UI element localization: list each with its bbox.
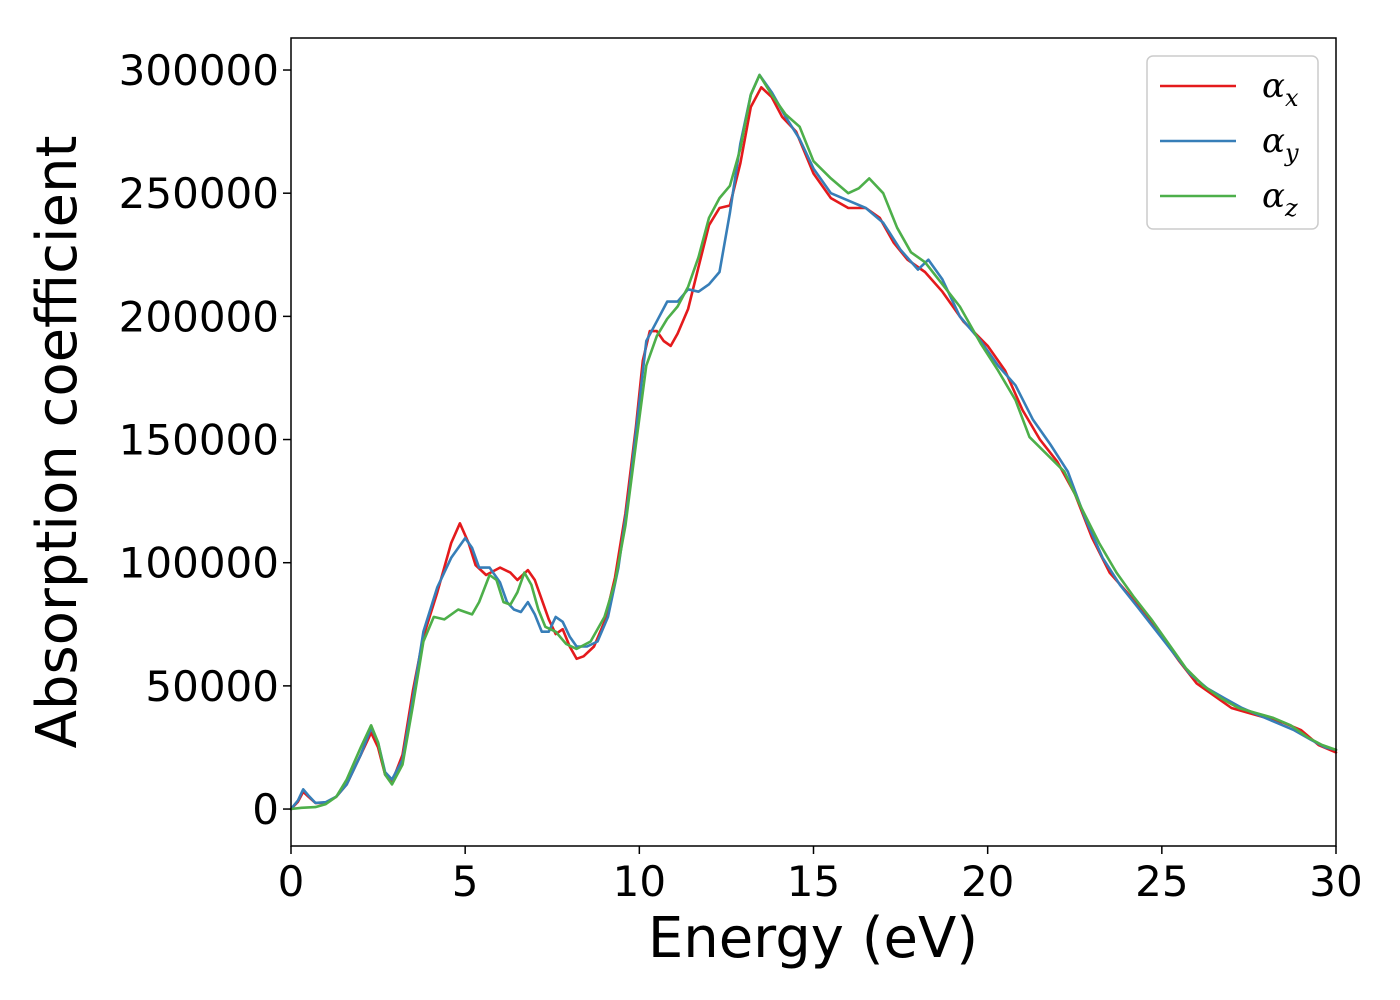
- x-tick-label: 20: [961, 857, 1014, 906]
- x-tick-label: 30: [1309, 857, 1362, 906]
- legend: αx αy αz: [1146, 55, 1319, 230]
- y-tick-label: 0: [252, 785, 279, 834]
- x-axis: 0 5 10 15 20 25 30: [278, 846, 1363, 906]
- y-axis-title: Absorption coefficient: [25, 136, 90, 749]
- series-line-y: [289, 73, 1338, 811]
- legend-box: [1146, 55, 1319, 230]
- legend-label-x: αx: [1262, 66, 1299, 112]
- legend-label-y: αy: [1262, 121, 1299, 167]
- y-tick-label: 150000: [119, 416, 279, 465]
- x-tick-label: 15: [787, 857, 840, 906]
- y-tick-label: 100000: [119, 539, 279, 588]
- x-tick-label: 10: [613, 857, 666, 906]
- x-tick-label: 5: [452, 857, 479, 906]
- series-layer: [289, 73, 1338, 811]
- y-tick-label: 250000: [119, 169, 279, 218]
- legend-label-z: αz: [1262, 176, 1298, 222]
- y-tick-label: 300000: [119, 46, 279, 95]
- y-tick-label: 50000: [145, 662, 279, 711]
- x-tick-label: 0: [278, 857, 305, 906]
- y-tick-label: 200000: [119, 292, 279, 341]
- x-axis-title: Energy (eV): [648, 906, 978, 971]
- x-tick-label: 25: [1135, 857, 1188, 906]
- y-axis: 0 50000 100000 150000 200000 250000 300000: [119, 46, 291, 834]
- series-line-z: [289, 73, 1338, 811]
